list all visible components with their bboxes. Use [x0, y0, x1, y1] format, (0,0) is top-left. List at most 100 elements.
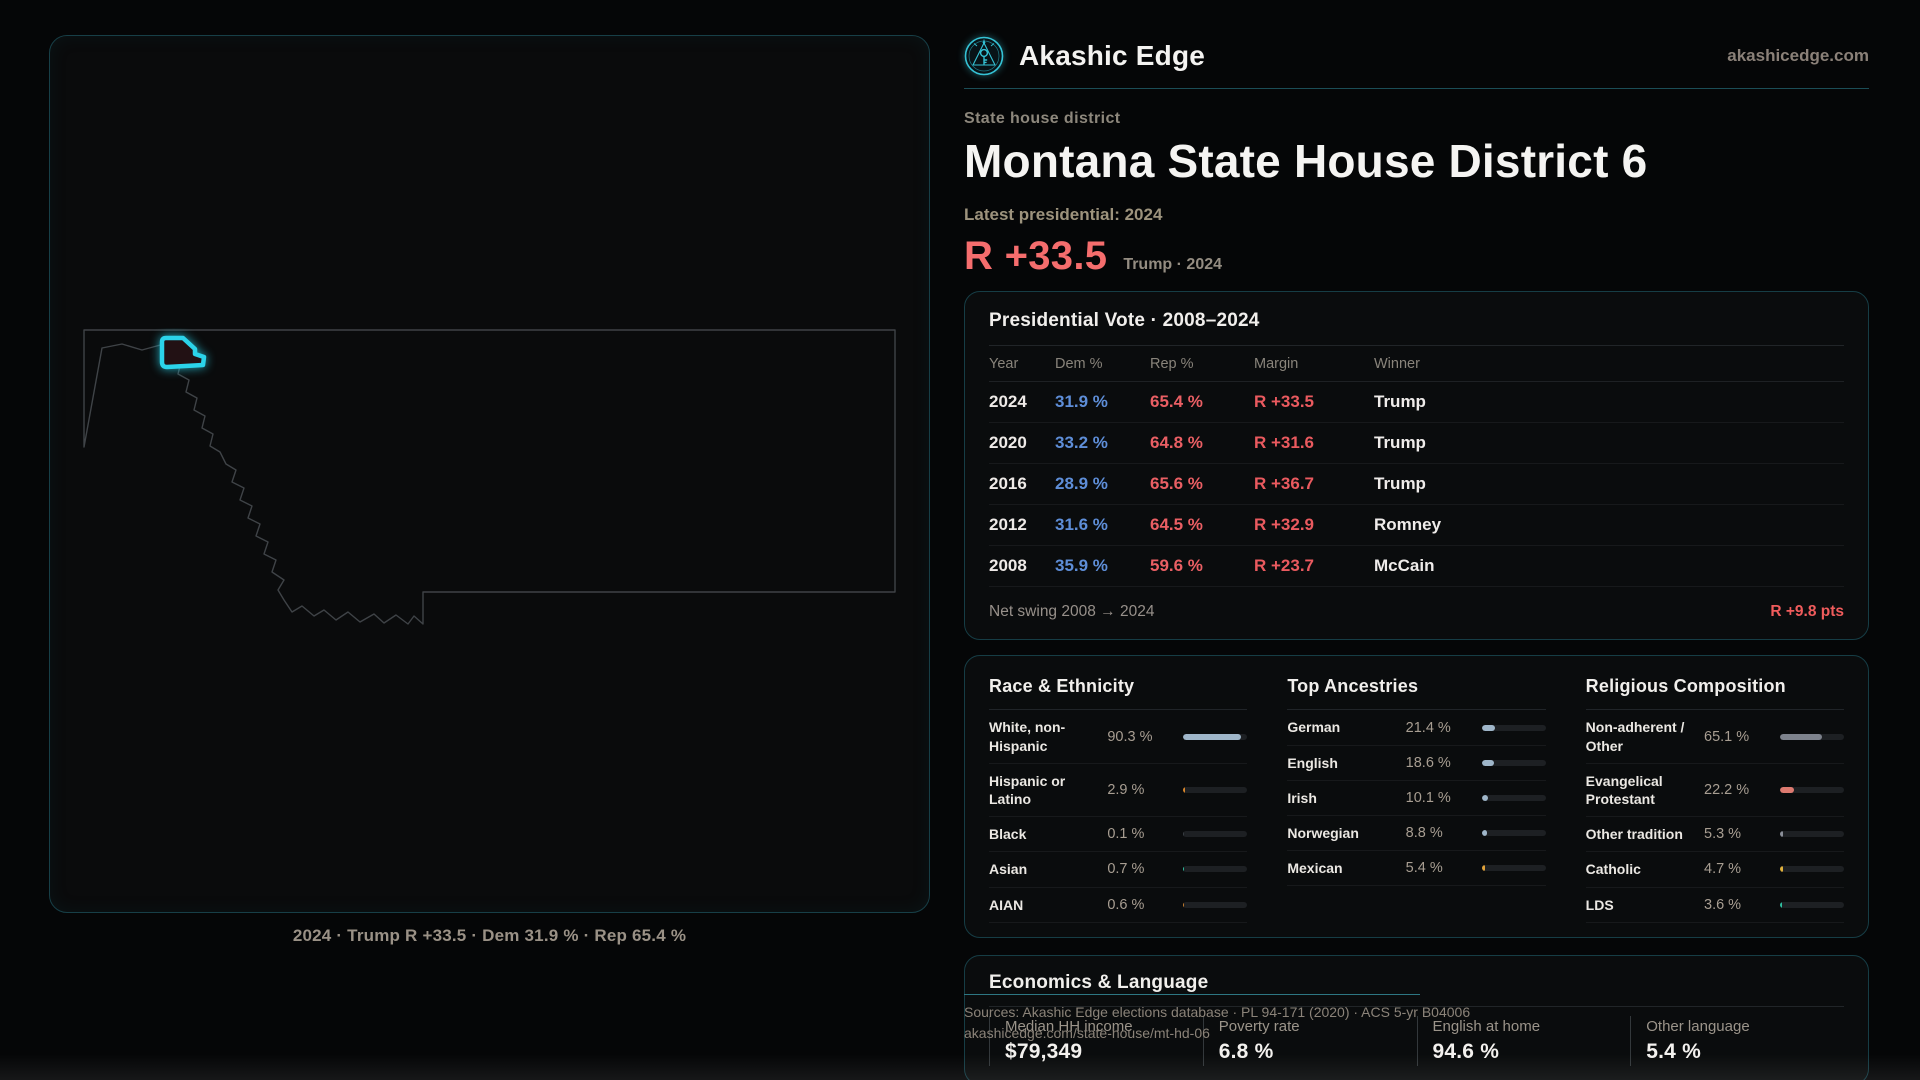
stat-value: 5.4 % — [1646, 1039, 1701, 1063]
header-divider — [964, 88, 1869, 89]
demographic-label: LDS — [1585, 896, 1614, 913]
presidential-panel-title: Presidential Vote · 2008–2024 — [989, 310, 1844, 347]
demographic-label: AIAN — [989, 896, 1024, 913]
year-cell: 2016 — [989, 464, 1055, 506]
economic-stat: Poverty rate 6.8 % — [1202, 1015, 1417, 1066]
demographic-row: LDS 3.6 % — [1585, 888, 1844, 923]
latest-presidential-label: Latest presidential: 2024 — [964, 205, 1163, 225]
rep-pct-cell: 65.4 % — [1150, 382, 1254, 424]
demographic-row: Other tradition 5.3 % — [1585, 817, 1844, 853]
demographic-bar — [1183, 901, 1248, 908]
demographic-bar-fill — [1481, 794, 1489, 801]
demographic-label: Black — [989, 826, 1027, 843]
demographic-bar-fill — [1481, 759, 1494, 766]
demographic-bar — [1183, 831, 1248, 838]
margin-cell: R +23.7 — [1254, 546, 1374, 588]
top-ancestries-title: Top Ancestries — [1287, 676, 1546, 711]
site-link[interactable]: akashicedge.com — [1727, 46, 1869, 65]
winner-cell: Trump — [1374, 464, 1844, 506]
demographic-bar-fill — [1481, 865, 1486, 872]
demographic-label: Evangelical Protestant — [1585, 772, 1663, 807]
demographic-row: Mexican 5.4 % — [1287, 851, 1546, 887]
race-ethnicity-title: Race & Ethnicity — [989, 676, 1248, 711]
demographic-label: Hispanic or Latino — [989, 772, 1066, 807]
religious-composition-column: Religious Composition Non-adherent / Oth… — [1585, 676, 1844, 923]
demographic-value: 4.7 % — [1704, 861, 1742, 878]
demographic-row: English 18.6 % — [1287, 746, 1546, 781]
header: Akashic Edge akashicedge.com — [964, 35, 1869, 77]
demographic-row: German 21.4 % — [1287, 710, 1546, 746]
year-cell: 2008 — [989, 546, 1055, 588]
demographic-label: German — [1287, 719, 1341, 736]
sources-footer: Sources: Akashic Edge elections database… — [964, 994, 1470, 1044]
winner-cell: Romney — [1374, 505, 1844, 547]
detail-column: Akashic Edge akashicedge.com State house… — [964, 35, 1869, 1080]
demographic-label: English — [1287, 754, 1338, 771]
district-shape[interactable] — [159, 335, 207, 370]
rep-pct-cell: 59.6 % — [1150, 546, 1254, 588]
demographic-bar-fill — [1183, 866, 1185, 873]
brand: Akashic Edge — [964, 36, 1205, 76]
demographic-row: AIAN 0.6 % — [989, 888, 1248, 923]
demographic-label: Non-adherent / Other — [1585, 719, 1685, 754]
demographic-row: Norwegian 8.8 % — [1287, 816, 1546, 852]
page-title: Montana State House District 6 — [964, 135, 1648, 187]
winner-cell: Trump — [1374, 423, 1844, 465]
demographic-bar-fill — [1183, 787, 1186, 793]
winner-cell: Trump — [1374, 382, 1844, 424]
demographic-bar — [1481, 830, 1546, 837]
net-swing-label: Net swing 2008 → 2024 — [989, 603, 1155, 621]
stat-label: Other language — [1646, 1017, 1750, 1035]
demographic-label: Mexican — [1287, 860, 1343, 877]
margin-cell: R +33.5 — [1254, 382, 1374, 424]
dem-pct-cell: 28.9 % — [1055, 464, 1150, 506]
economics-stats: Median HH income $79,349 Poverty rate 6.… — [989, 1015, 1844, 1066]
year-cell: 2024 — [989, 382, 1055, 424]
demographic-label: Irish — [1287, 789, 1317, 806]
demographic-bar-fill — [1183, 831, 1185, 838]
presidential-vote-panel: Presidential Vote · 2008–2024 Year Dem %… — [964, 291, 1869, 641]
demographic-label: Other tradition — [1585, 826, 1683, 843]
net-swing-value: R +9.8 pts — [1770, 603, 1844, 621]
district-map-panel[interactable] — [49, 35, 930, 913]
stat-value: 6.8 % — [1218, 1039, 1274, 1063]
eyebrow-label: State house district — [964, 110, 1121, 127]
demographic-value: 8.8 % — [1405, 825, 1443, 842]
demographic-label: White, non-Hispanic — [989, 719, 1066, 754]
demographic-bar — [1481, 865, 1546, 872]
col-year: Year — [989, 346, 1055, 383]
demographic-value: 5.4 % — [1405, 860, 1443, 877]
montana-outline — [83, 329, 896, 625]
winner-cell: McCain — [1374, 546, 1844, 588]
margin-value: R +33.5 — [964, 234, 1108, 279]
demographic-value: 3.6 % — [1704, 896, 1742, 913]
demographic-value: 0.7 % — [1107, 861, 1145, 878]
demographic-row: Irish 10.1 % — [1287, 781, 1546, 816]
economic-stat: Median HH income $79,349 — [989, 1015, 1203, 1066]
demographic-value: 0.6 % — [1107, 896, 1145, 913]
demographic-bar-fill — [1481, 724, 1496, 731]
stat-label: English at home — [1432, 1017, 1541, 1035]
margin-caption: Trump · 2024 — [1123, 256, 1223, 274]
stat-label: Median HH income — [1005, 1017, 1133, 1035]
margin-cell: R +31.6 — [1254, 423, 1374, 465]
demographic-value: 0.1 % — [1107, 826, 1145, 843]
demographic-bar-fill — [1780, 787, 1795, 793]
rep-pct-cell: 64.8 % — [1150, 423, 1254, 465]
permalink[interactable]: akashicedge.com/state-house/mt-hd-06 — [964, 1025, 1210, 1041]
montana-map — [83, 329, 896, 625]
economics-panel-title: Economics & Language — [989, 972, 1844, 1007]
presidential-vote-table: Year Dem % Rep % Margin Winner 2024 31.9… — [989, 346, 1844, 588]
demographic-row: White, non-Hispanic 90.3 % — [989, 710, 1248, 764]
demographic-value: 21.4 % — [1405, 719, 1451, 736]
demographic-value: 90.3 % — [1107, 728, 1153, 745]
demographic-bar-fill — [1183, 901, 1185, 908]
demographic-bar — [1183, 866, 1248, 873]
demographic-bar — [1780, 733, 1844, 740]
demographic-row: Hispanic or Latino 2.9 % — [989, 764, 1248, 818]
col-dem: Dem % — [1055, 346, 1150, 383]
net-swing-row: Net swing 2008 → 2024 R +9.8 pts — [989, 587, 1844, 621]
demographic-row: Asian 0.7 % — [989, 852, 1248, 888]
stat-value: $79,349 — [1005, 1039, 1083, 1063]
demographic-label: Catholic — [1585, 861, 1641, 878]
